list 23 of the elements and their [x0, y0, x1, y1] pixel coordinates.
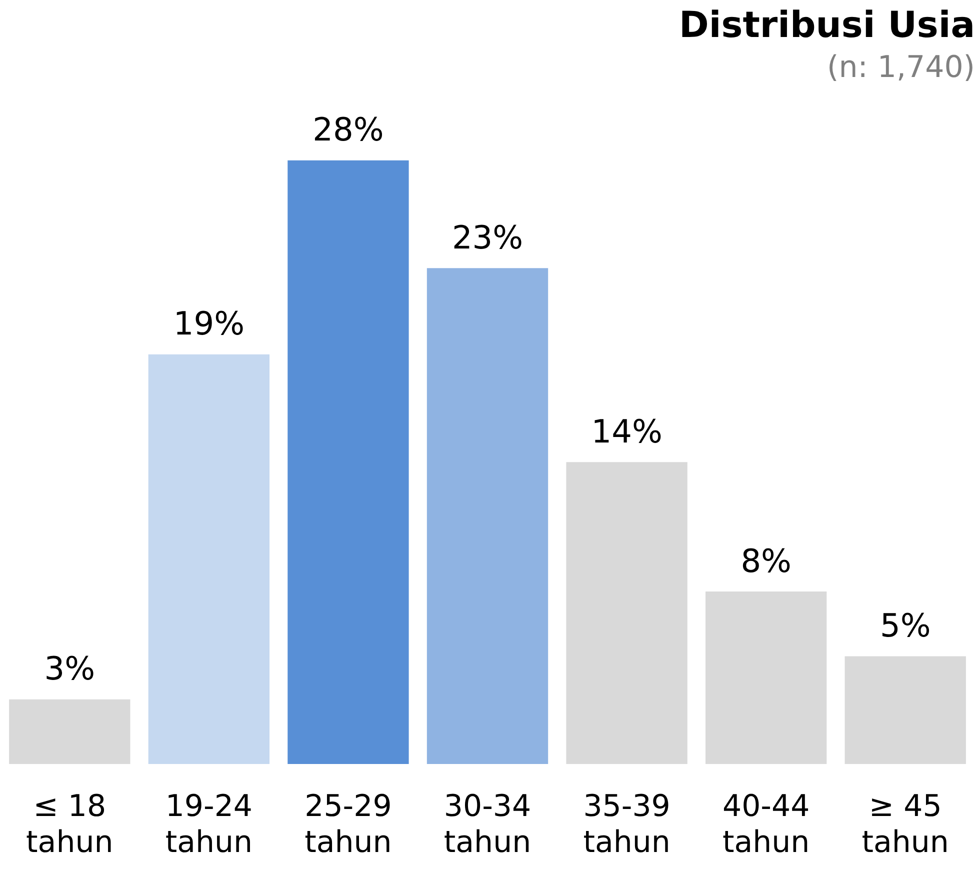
bar: [566, 462, 688, 764]
bar: [705, 592, 827, 764]
bar: [844, 656, 966, 764]
x-tick-label: ≥ 45 tahun: [862, 788, 949, 860]
data-label: 3%: [44, 650, 96, 688]
bar: [148, 354, 270, 764]
data-label: 23%: [452, 218, 524, 256]
data-label: 14%: [591, 412, 662, 450]
bar: [9, 699, 130, 764]
chart-title: Distribusi Usia: [679, 4, 975, 46]
bar: [426, 268, 548, 764]
data-label: 5%: [880, 606, 931, 645]
x-tick-label: 35-39 tahun: [583, 788, 670, 860]
chart-subtitle: (n: 1,740): [827, 50, 975, 85]
x-tick-label: 40-44 tahun: [722, 788, 810, 860]
x-tick-label: 30-34 tahun: [444, 788, 532, 860]
x-tick-label: 25-29 tahun: [304, 788, 392, 860]
data-label: 28%: [312, 110, 384, 149]
data-label: 8%: [740, 542, 792, 580]
bar: [288, 160, 409, 764]
x-tick-label: ≤ 18 tahun: [26, 788, 114, 860]
x-tick-label: 19-24 tahun: [165, 788, 253, 860]
data-label: 19%: [173, 304, 244, 343]
